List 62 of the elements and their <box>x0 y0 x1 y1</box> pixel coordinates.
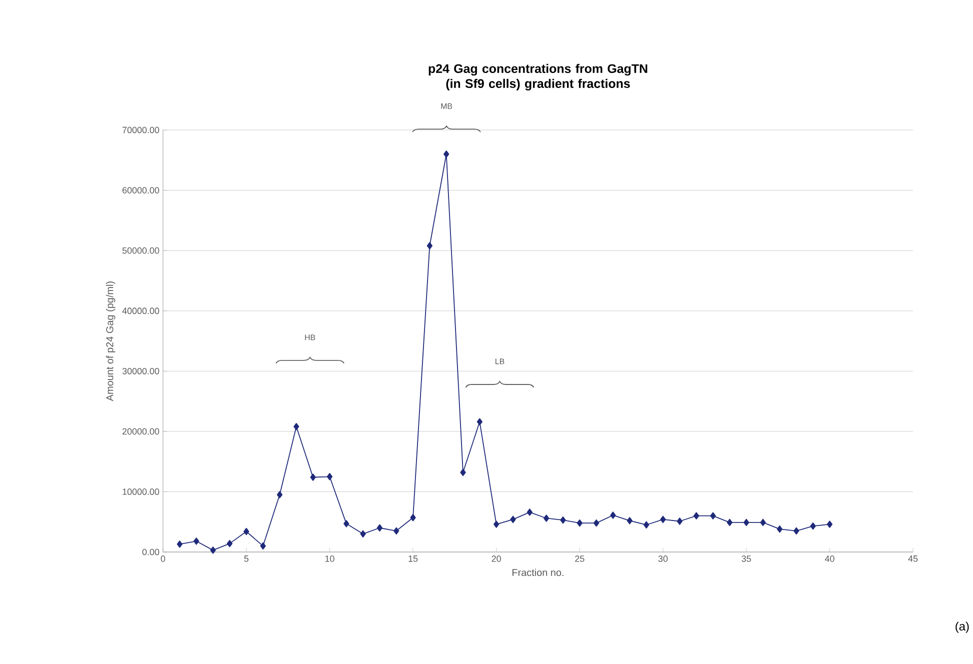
x-tick-label: 0 <box>160 556 166 562</box>
point <box>260 542 266 550</box>
point <box>644 521 650 529</box>
chart-title: p24 Gag concentrations from GagTN (in Sf9 cells) gradient fractions <box>428 64 648 90</box>
x-tick-label: 30 <box>658 556 668 562</box>
point <box>526 508 533 516</box>
point <box>760 518 766 526</box>
x-tick-label: 5 <box>244 556 248 562</box>
point <box>794 527 800 535</box>
x-tick-label: 40 <box>824 556 834 562</box>
x-tick-label: 25 <box>575 556 584 562</box>
y-tick-label: 40000.00 <box>122 308 160 314</box>
y-tick-label: 0.00 <box>142 548 160 556</box>
point <box>576 519 583 527</box>
point <box>626 517 633 524</box>
point <box>310 474 316 481</box>
point <box>343 520 350 528</box>
point <box>410 514 416 522</box>
point <box>360 530 366 538</box>
point <box>326 473 333 480</box>
point <box>610 512 616 519</box>
point <box>660 516 666 524</box>
text: (a) <box>956 622 969 633</box>
x-tick-label: 10 <box>325 556 334 562</box>
point <box>744 518 750 526</box>
x-tick-label: 35 <box>742 556 751 562</box>
point <box>676 518 683 525</box>
point <box>393 527 400 535</box>
point <box>193 538 200 545</box>
x-tick-label: 15 <box>408 556 418 562</box>
point <box>810 522 816 530</box>
point <box>460 468 466 476</box>
point <box>176 540 183 548</box>
point <box>226 540 233 548</box>
point <box>426 242 433 250</box>
point <box>210 546 216 554</box>
point <box>726 518 733 526</box>
y-tick-label: 60000.00 <box>122 187 160 194</box>
y-tick-label: 70000.00 <box>122 126 160 134</box>
point <box>544 514 550 522</box>
y-tick-label: 10000.00 <box>122 488 160 495</box>
y-tick-label: 20000.00 <box>122 428 160 435</box>
point <box>243 528 250 536</box>
point <box>560 516 566 524</box>
x-tick-label: 45 <box>908 556 918 562</box>
x-tick-label: 20 <box>492 556 501 562</box>
point <box>694 512 700 520</box>
point <box>710 512 716 520</box>
point <box>510 516 516 524</box>
point <box>493 520 500 528</box>
x-axis-title: Fraction no. <box>512 568 564 576</box>
point <box>826 520 833 528</box>
y-axis-title: Amount of p24 Gag (pg/ml) <box>106 282 116 402</box>
point <box>276 491 283 498</box>
point <box>376 524 383 532</box>
point <box>594 519 600 527</box>
point <box>443 150 450 158</box>
point <box>293 422 300 430</box>
y-tick-label: 30000.00 <box>122 368 160 374</box>
point <box>476 418 483 426</box>
point <box>776 525 783 533</box>
y-tick-label: 50000.00 <box>122 247 160 254</box>
